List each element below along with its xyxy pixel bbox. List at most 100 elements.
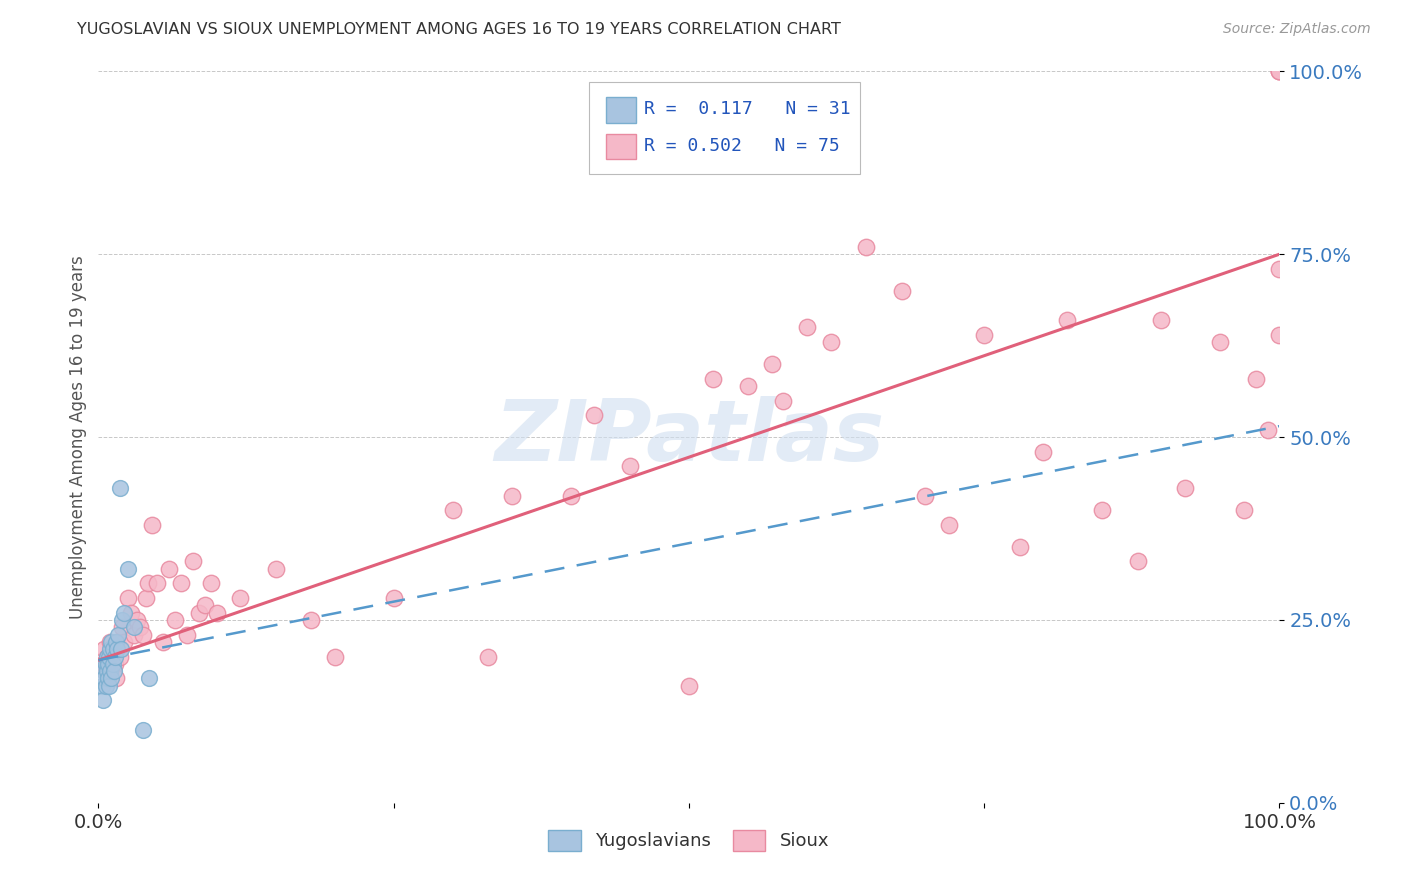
- Point: [1091, 503, 1114, 517]
- Point: [1244, 371, 1267, 385]
- Point: [678, 679, 700, 693]
- Point: [229, 591, 252, 605]
- Point: [121, 606, 143, 620]
- Point: [1150, 313, 1173, 327]
- Point: [194, 599, 217, 613]
- FancyBboxPatch shape: [589, 82, 860, 174]
- Point: [98, 642, 121, 657]
- Point: [132, 627, 155, 641]
- Point: [98, 649, 121, 664]
- Point: [122, 627, 145, 641]
- Point: [761, 357, 783, 371]
- Point: [96, 664, 118, 678]
- Point: [94, 664, 117, 678]
- Point: [501, 489, 523, 503]
- Point: [105, 672, 128, 686]
- Point: [135, 591, 157, 605]
- Point: [98, 679, 121, 693]
- Point: [132, 723, 155, 737]
- Point: [107, 627, 129, 641]
- Point: [98, 635, 121, 649]
- Point: [112, 635, 135, 649]
- Point: [117, 562, 139, 576]
- Text: Source: ZipAtlas.com: Source: ZipAtlas.com: [1223, 22, 1371, 37]
- Point: [93, 664, 115, 678]
- Point: [1257, 423, 1279, 437]
- Legend: Yugoslavians, Sioux: Yugoslavians, Sioux: [540, 821, 838, 860]
- Text: R =  0.117   N = 31: R = 0.117 N = 31: [644, 101, 851, 119]
- Point: [181, 554, 204, 568]
- Point: [111, 620, 134, 634]
- Point: [111, 613, 134, 627]
- Point: [93, 642, 115, 657]
- Point: [619, 459, 641, 474]
- Point: [100, 635, 122, 649]
- Point: [96, 649, 118, 664]
- Text: YUGOSLAVIAN VS SIOUX UNEMPLOYMENT AMONG AGES 16 TO 19 YEARS CORRELATION CHART: YUGOSLAVIAN VS SIOUX UNEMPLOYMENT AMONG …: [77, 22, 841, 37]
- Point: [772, 393, 794, 408]
- Point: [101, 657, 124, 671]
- Point: [104, 649, 127, 664]
- Point: [94, 679, 117, 693]
- FancyBboxPatch shape: [606, 134, 636, 159]
- Point: [583, 408, 606, 422]
- Point: [103, 664, 125, 678]
- Point: [264, 562, 287, 576]
- Point: [122, 620, 145, 634]
- Point: [98, 664, 121, 678]
- Point: [105, 635, 128, 649]
- Point: [138, 672, 160, 686]
- Point: [97, 672, 120, 686]
- Point: [973, 327, 995, 342]
- Point: [299, 613, 322, 627]
- Point: [441, 503, 464, 517]
- Point: [93, 672, 115, 686]
- Point: [127, 613, 149, 627]
- Point: [187, 606, 209, 620]
- Point: [136, 576, 159, 591]
- Point: [165, 613, 187, 627]
- Text: ZIPatlas: ZIPatlas: [494, 395, 884, 479]
- Point: [170, 576, 193, 591]
- Point: [1268, 64, 1291, 78]
- Point: [200, 576, 222, 591]
- Point: [104, 657, 127, 671]
- Point: [128, 620, 150, 634]
- Point: [1174, 481, 1197, 495]
- Point: [91, 693, 114, 707]
- Point: [702, 371, 724, 385]
- Point: [100, 649, 122, 664]
- Y-axis label: Unemployment Among Ages 16 to 19 years: Unemployment Among Ages 16 to 19 years: [69, 255, 87, 619]
- Point: [157, 562, 180, 576]
- Point: [91, 679, 114, 693]
- Point: [152, 635, 174, 649]
- Point: [796, 320, 818, 334]
- Point: [105, 642, 128, 657]
- Point: [101, 664, 124, 678]
- Point: [94, 657, 117, 671]
- Point: [117, 591, 139, 605]
- Point: [101, 642, 124, 657]
- Point: [560, 489, 582, 503]
- Point: [1268, 327, 1291, 342]
- Text: R = 0.502   N = 75: R = 0.502 N = 75: [644, 137, 839, 155]
- Point: [141, 517, 163, 532]
- Point: [1056, 313, 1078, 327]
- Point: [176, 627, 198, 641]
- Point: [323, 649, 346, 664]
- Point: [1233, 503, 1256, 517]
- Point: [112, 606, 135, 620]
- Point: [146, 576, 169, 591]
- Point: [1268, 261, 1291, 276]
- Point: [737, 379, 759, 393]
- Point: [108, 649, 131, 664]
- Point: [98, 657, 121, 671]
- Point: [914, 489, 936, 503]
- Point: [97, 657, 120, 671]
- Point: [108, 481, 131, 495]
- Point: [1268, 64, 1291, 78]
- Point: [1032, 444, 1054, 458]
- FancyBboxPatch shape: [606, 97, 636, 122]
- Point: [1126, 554, 1149, 568]
- Point: [97, 672, 120, 686]
